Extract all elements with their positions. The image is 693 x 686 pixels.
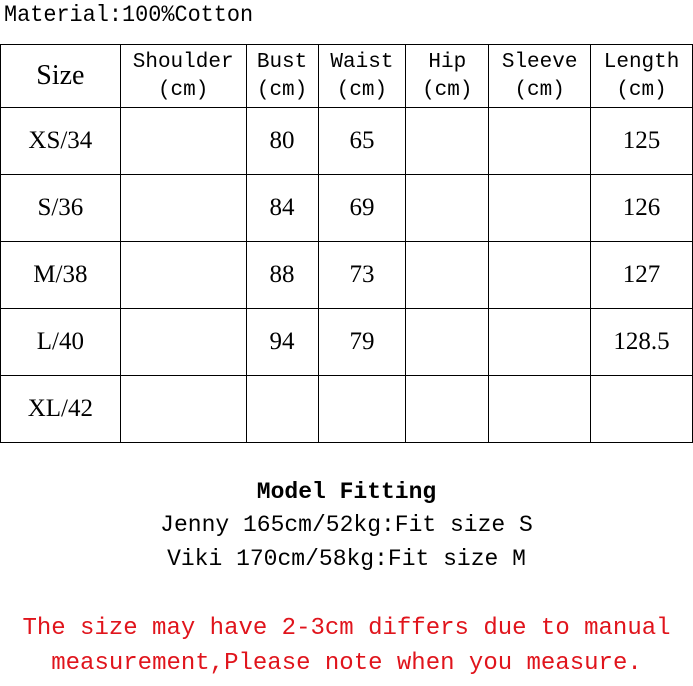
- measurement-cell: [119, 174, 247, 242]
- measurement-cell: [488, 107, 592, 175]
- table-row: S/36 84 69 126: [0, 174, 693, 242]
- measurement-cell: [119, 241, 247, 309]
- model-fitting-line: Viki 170cm/58kg:Fit size M: [167, 546, 526, 572]
- table-row: L/40 94 79 128.5: [0, 308, 693, 376]
- measurement-cell: 80: [245, 107, 319, 175]
- measurement-cell: [119, 308, 247, 376]
- measurement-cell: [488, 375, 592, 443]
- measurement-cell: [119, 375, 247, 443]
- column-header: Waist (cm): [317, 44, 407, 108]
- measurement-cell: [590, 375, 693, 443]
- measurement-cell: 69: [317, 174, 407, 242]
- size-cell: M/38: [0, 241, 121, 309]
- measurement-note: measurement,Please note when you measure…: [51, 650, 642, 677]
- measurement-cell: [405, 308, 490, 376]
- header-label: Shoulder: [132, 51, 234, 74]
- model-fitting-line: Jenny 165cm/52kg:Fit size S: [160, 512, 533, 538]
- column-header: Hip (cm): [405, 44, 490, 108]
- header-label: Length: [603, 51, 680, 74]
- measurement-cell: [405, 241, 490, 309]
- measurement-cell: [245, 375, 319, 443]
- measurement-cell: 73: [317, 241, 407, 309]
- size-cell: L/40: [0, 308, 121, 376]
- column-header: Length (cm): [590, 44, 693, 108]
- measurement-cell: [405, 107, 490, 175]
- size-cell: XL/42: [0, 375, 121, 443]
- table-row: M/38 88 73 127: [0, 241, 693, 309]
- measurement-cell: 79: [317, 308, 407, 376]
- measurement-cell: [405, 174, 490, 242]
- measurement-cell: [119, 107, 247, 175]
- measurement-cell: 128.5: [590, 308, 693, 376]
- table-row: XS/34 80 65 125: [0, 107, 693, 175]
- column-header: Shoulder (cm): [119, 44, 247, 108]
- measurement-note: The size may have 2-3cm differs due to m…: [22, 615, 671, 642]
- header-unit: (cm): [336, 79, 388, 102]
- measurement-cell: 127: [590, 241, 693, 309]
- size-cell: S/36: [0, 174, 121, 242]
- header-unit: (cm): [616, 79, 667, 102]
- header-unit: (cm): [514, 79, 565, 102]
- measurement-cell: [488, 241, 592, 309]
- measurement-cell: 126: [590, 174, 693, 242]
- column-header: Bust (cm): [245, 44, 319, 108]
- measurement-cell: 125: [590, 107, 693, 175]
- table-row: XL/42: [0, 375, 693, 443]
- measurement-cell: [317, 375, 407, 443]
- measurement-cell: 88: [245, 241, 319, 309]
- size-chart-table: Size Shoulder (cm) Bust (cm) Waist (cm) Hip (cm)…: [0, 44, 693, 443]
- header-label: Bust: [256, 51, 308, 74]
- column-header: Sleeve (cm): [488, 44, 592, 108]
- header-unit: (cm): [256, 79, 308, 102]
- header-unit: (cm): [422, 79, 473, 102]
- column-header: Size: [0, 44, 121, 108]
- table-header-row: Size Shoulder (cm) Bust (cm) Waist (cm) Hip (cm)…: [0, 44, 693, 108]
- measurement-cell: 84: [245, 174, 319, 242]
- measurement-cell: 65: [317, 107, 407, 175]
- measurement-cell: [488, 308, 592, 376]
- model-fitting-title: Model Fitting: [256, 479, 437, 505]
- material-label: Material:100%Cotton: [4, 2, 254, 28]
- header-label: Waist: [330, 51, 394, 74]
- measurement-cell: [488, 174, 592, 242]
- header-label: Hip: [428, 51, 467, 74]
- size-cell: XS/34: [0, 107, 121, 175]
- measurement-cell: [405, 375, 490, 443]
- header-label: Sleeve: [501, 51, 578, 74]
- header-unit: (cm): [157, 79, 209, 102]
- measurement-cell: 94: [245, 308, 319, 376]
